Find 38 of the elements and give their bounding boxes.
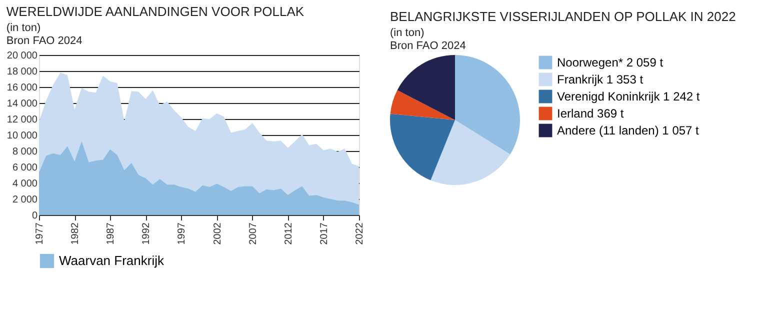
x-tick-label: 2002 bbox=[212, 222, 224, 245]
pie-slice bbox=[397, 55, 455, 120]
y-tick-label: 14 000 bbox=[6, 98, 38, 110]
pie-slice bbox=[390, 114, 455, 180]
chart-subtitle: (in ton) bbox=[6, 22, 41, 34]
chart-title: BELANGRIJKSTE VISSERIJLANDEN OP POLLAK IN 2022 bbox=[390, 9, 736, 24]
y-tick-label: 0 bbox=[32, 210, 38, 222]
pie-slice bbox=[455, 55, 520, 154]
y-tick-label: 2 000 bbox=[12, 194, 38, 206]
x-tick-label: 2007 bbox=[248, 222, 259, 245]
pie-slice bbox=[430, 120, 510, 185]
y-tick-label: 18 000 bbox=[6, 66, 38, 78]
x-tick-label: 2012 bbox=[283, 222, 294, 245]
text: Bron FAO 2024 bbox=[390, 40, 466, 52]
y-tick-label: 12 000 bbox=[6, 114, 38, 126]
x-tick-label: 2022 bbox=[354, 222, 366, 245]
legend-label: Noorwegen* 2 059 t bbox=[557, 56, 664, 70]
y-tick-label: 20 000 bbox=[6, 50, 38, 62]
legend-label: Waarvan Frankrijk bbox=[59, 253, 164, 268]
x-tick-label: 1987 bbox=[106, 222, 117, 245]
text: Bron FAO 2024 bbox=[6, 35, 82, 47]
y-tick-label: 8 000 bbox=[12, 146, 38, 158]
y-tick-label: 16 000 bbox=[6, 82, 38, 94]
x-tick-label: 1977 bbox=[34, 222, 46, 245]
pie-slice bbox=[390, 90, 455, 120]
x-tick-label: 2017 bbox=[318, 222, 330, 245]
x-tick-label: 1982 bbox=[70, 222, 82, 245]
x-tick-label: 1992 bbox=[141, 222, 152, 245]
legend-label: Verenigd Koninkrijk 1 242 t bbox=[557, 90, 700, 104]
y-tick-label: 6 000 bbox=[12, 162, 38, 174]
x-tick-label: 1997 bbox=[176, 222, 188, 245]
legend-label: Andere (11 landen) 1 057 t bbox=[557, 124, 700, 138]
chart-subtitle: (in ton) bbox=[390, 27, 424, 39]
legend-label: Ierland 369 t bbox=[557, 106, 624, 120]
y-tick-label: 4 000 bbox=[12, 178, 38, 190]
chart-title: WERELDWIJDE AANLANDINGEN VOOR POLLAK bbox=[6, 4, 304, 19]
y-tick-label: 10 000 bbox=[6, 130, 38, 142]
legend-label: Frankrijk 1 353 t bbox=[557, 72, 644, 86]
